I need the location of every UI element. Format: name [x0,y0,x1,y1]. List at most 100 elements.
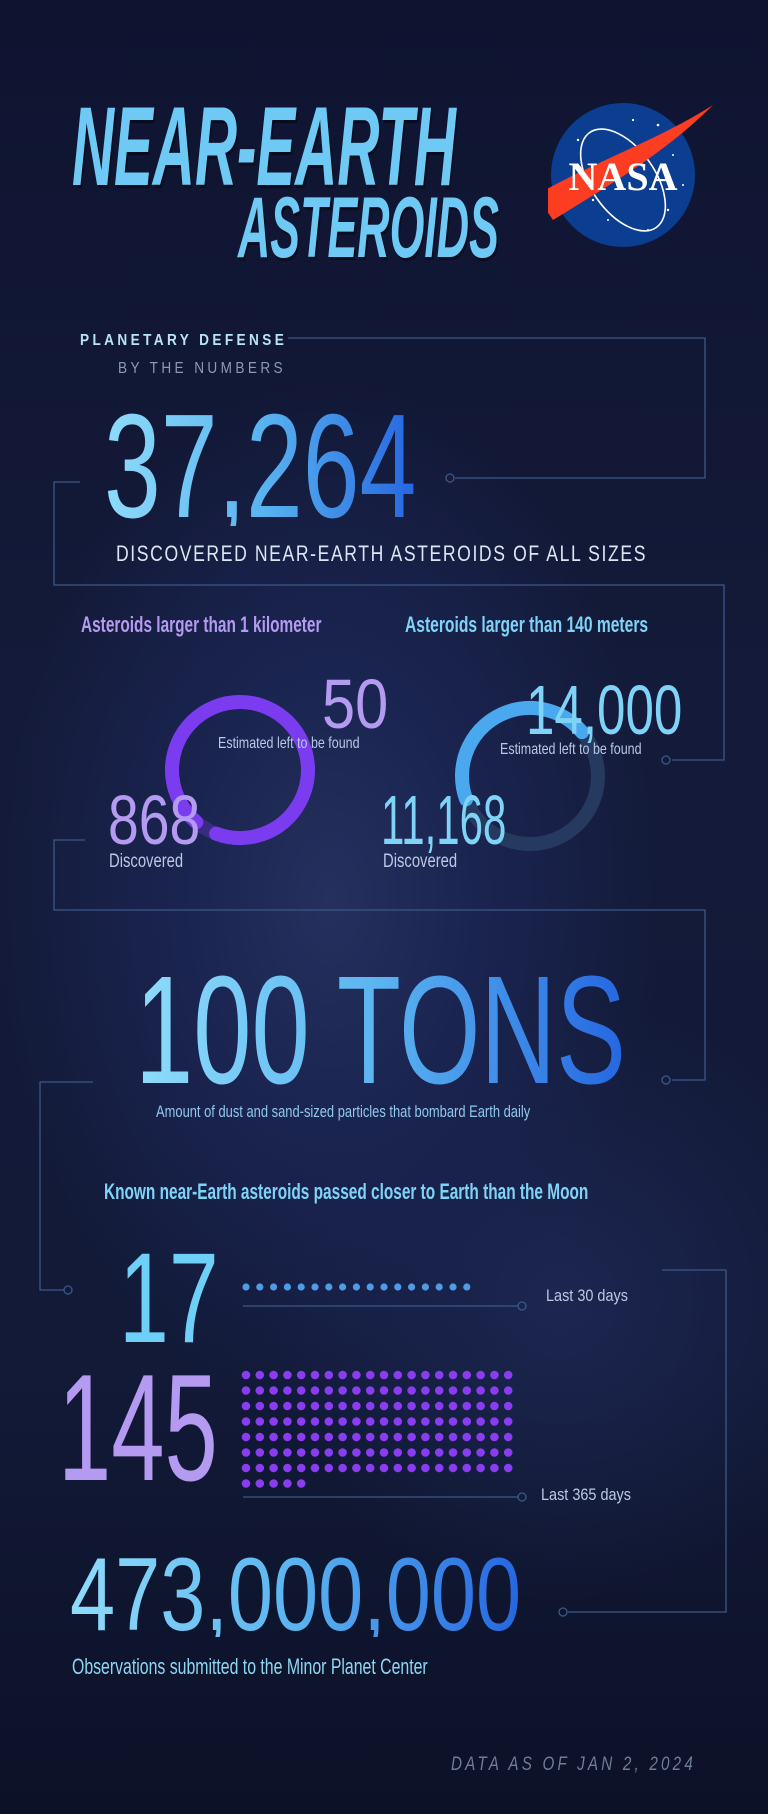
data-date-note: DATA AS OF JAN 2, 2024 [451,1754,696,1775]
flyby-dot [393,1386,403,1395]
flyby-dot [393,1370,403,1380]
flyby-dot [352,1283,360,1291]
flyby-dot [269,1448,278,1457]
flyby-dot [421,1432,430,1442]
flyby-dot [448,1401,458,1411]
dust-caption: Amount of dust and sand-sized particles … [156,1102,531,1121]
flyby-dot [394,1283,402,1291]
flyby-dot [463,1283,471,1291]
flyby-dot [379,1386,389,1395]
flyby-dot [476,1432,485,1442]
connector-line [288,337,706,479]
flyby-dot [352,1386,361,1395]
flyby-dot [255,1417,265,1426]
flyby-dot [310,1417,320,1426]
flyby-dot [269,1401,278,1411]
flyby-dot [324,1432,334,1442]
flyby-dot [255,1386,265,1395]
flyby-dot [352,1448,361,1457]
flyby-dot [325,1283,333,1291]
flyby-dot [324,1448,334,1457]
flyby-dot [324,1401,334,1411]
flyby-dot [283,1401,292,1411]
flyby-dot [296,1386,306,1395]
flyby-dot [379,1432,389,1442]
flyby-dot [434,1401,444,1411]
observations-caption: Observations submitted to the Minor Plan… [72,1654,428,1679]
flyby-dot [476,1448,485,1457]
flyby-dot [365,1417,375,1426]
flyby-dot [283,1283,291,1291]
flyby-dot [241,1479,251,1488]
flyby-dot [310,1432,320,1442]
flyby-dot [476,1370,485,1380]
flyby-dot [421,1463,430,1473]
flyby-dot [241,1417,251,1426]
flyby-dot [366,1283,374,1291]
flyby-dot [503,1448,513,1457]
flyby-dot [283,1463,292,1473]
flyby-dot [283,1479,292,1488]
flyby-dot [255,1401,265,1411]
ring-discovered-arc [455,701,605,851]
flyby-dot [462,1432,472,1442]
ring-140m-discovered: 11,168 [381,781,507,859]
connector-line [568,1269,727,1613]
flyby-dot [338,1463,347,1473]
flyby-dot [434,1432,444,1442]
flybys-365-dots [241,1370,513,1488]
flyby-dot [269,1417,278,1426]
flyby-dot [462,1448,472,1457]
flyby-dot [379,1463,389,1473]
flyby-dot [283,1417,292,1426]
flyby-dot [503,1432,513,1442]
flyby-dot [310,1463,320,1473]
flyby-dot [379,1370,389,1380]
flyby-dot [241,1432,251,1442]
flyby-dot [352,1401,361,1411]
ring-heading-140m: Asteroids larger than 140 meters [405,612,649,637]
connector-node [517,1301,527,1311]
flyby-dot [256,1283,264,1291]
flyby-dot [310,1370,320,1380]
flyby-dot [241,1401,251,1411]
flyby-dot [462,1386,472,1395]
ring-1km-discovered-label: Discovered [109,851,184,872]
flyby-dot [421,1448,430,1457]
flyby-dot [338,1386,347,1395]
ring-140m-remaining-label: Estimated left to be found [500,741,642,758]
ring-discovered-arc [165,695,315,845]
flyby-dot [407,1417,416,1426]
flyby-dot [379,1401,389,1411]
flyby-dot [407,1448,416,1457]
flyby-dot [407,1370,416,1380]
flyby-dot [434,1463,444,1473]
connector-line [53,839,706,1081]
flyby-dot [338,1432,347,1442]
flyby-dot [434,1386,444,1395]
connector-line [39,1081,93,1291]
ring-chart-1km [165,695,315,845]
flyby-dot [462,1463,472,1473]
flyby-dot [503,1386,513,1395]
flyby-dot [449,1283,457,1291]
flyby-dot [352,1417,361,1426]
flyby-dot [352,1463,361,1473]
connector-node [445,473,455,483]
ring-1km-discovered: 868 [108,781,201,859]
flybys-365-label: Last 365 days [541,1485,631,1504]
flyby-dot [241,1386,251,1395]
flyby-dot [338,1448,347,1457]
flyby-dot [283,1370,292,1380]
connector-node [558,1607,568,1617]
ring-chart-140m [455,701,605,851]
flyby-dot [269,1370,278,1380]
subkicker: BY THE NUMBERS [118,360,287,377]
flyby-dot [503,1370,513,1380]
flyby-dot [242,1283,250,1291]
flyby-dot [503,1463,513,1473]
connector-line [53,481,725,761]
flyby-dot [310,1386,320,1395]
total-asteroids-value: 37,264 [104,384,417,549]
